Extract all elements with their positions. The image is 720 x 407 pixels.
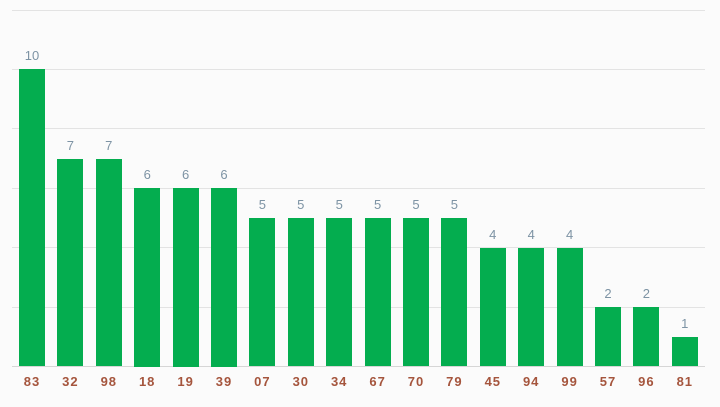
bar[interactable] <box>287 217 314 367</box>
x-axis-label: 18 <box>138 374 156 389</box>
bar-value-label: 6 <box>181 167 190 183</box>
bar[interactable] <box>633 307 660 367</box>
bar[interactable] <box>403 217 429 367</box>
x-axis-label: 39 <box>215 374 233 389</box>
gridline <box>12 9 705 11</box>
gridline <box>12 306 705 308</box>
bar-value-label: 5 <box>258 196 266 212</box>
x-axis-label: 67 <box>369 374 386 389</box>
x-axis-label: 19 <box>177 374 194 389</box>
bar-value-label: 4 <box>565 226 574 242</box>
x-axis-label: 98 <box>100 374 118 389</box>
x-axis-label: 70 <box>407 374 425 389</box>
bar[interactable] <box>595 307 621 367</box>
bar-value-label: 5 <box>297 196 305 212</box>
bar[interactable] <box>134 188 161 367</box>
bar-value-label: 4 <box>489 226 497 242</box>
gridline <box>12 68 705 70</box>
bar[interactable] <box>556 247 583 367</box>
x-axis-label: 94 <box>522 374 540 389</box>
bar-value-label: 10 <box>24 48 40 64</box>
bar-value-label: 5 <box>412 196 420 212</box>
gridline <box>12 247 705 249</box>
bar[interactable] <box>172 188 199 367</box>
bar[interactable] <box>249 217 276 367</box>
bar-value-label: 7 <box>66 137 74 153</box>
x-axis-label: 99 <box>561 374 578 389</box>
x-axis-label: 57 <box>599 374 617 389</box>
gridline <box>12 187 705 189</box>
x-axis-label: 07 <box>254 374 271 389</box>
x-axis-label: 32 <box>62 374 79 389</box>
bar[interactable] <box>479 247 506 367</box>
bar[interactable] <box>95 158 122 367</box>
bar[interactable] <box>441 217 468 367</box>
bar-value-label: 7 <box>105 137 113 153</box>
x-axis-label: 96 <box>638 374 655 389</box>
bar[interactable] <box>326 217 353 367</box>
bar-value-label: 4 <box>527 226 535 242</box>
gridline <box>12 128 705 130</box>
bar-value-label: 1 <box>681 315 689 331</box>
x-axis-label: 30 <box>292 374 310 389</box>
bar-value-label: 2 <box>642 286 650 302</box>
bar-value-label: 6 <box>143 167 151 183</box>
bar-value-label: 6 <box>220 167 228 183</box>
x-axis-label: 79 <box>446 374 463 389</box>
bar-value-label: 5 <box>373 196 382 212</box>
gridline <box>12 366 705 367</box>
bar-value-label: 5 <box>450 196 458 212</box>
x-axis-label: 83 <box>23 374 41 389</box>
bar[interactable] <box>57 158 84 367</box>
bar[interactable] <box>518 247 545 367</box>
bar-value-label: 2 <box>604 286 612 302</box>
bar[interactable] <box>364 217 391 367</box>
bar[interactable] <box>211 188 237 367</box>
x-axis-label: 45 <box>484 374 502 389</box>
bar[interactable] <box>671 336 698 367</box>
bar-value-label: 5 <box>335 196 343 212</box>
x-axis-label: 81 <box>676 374 694 389</box>
x-axis-label: 34 <box>330 374 348 389</box>
bar[interactable] <box>19 69 45 367</box>
